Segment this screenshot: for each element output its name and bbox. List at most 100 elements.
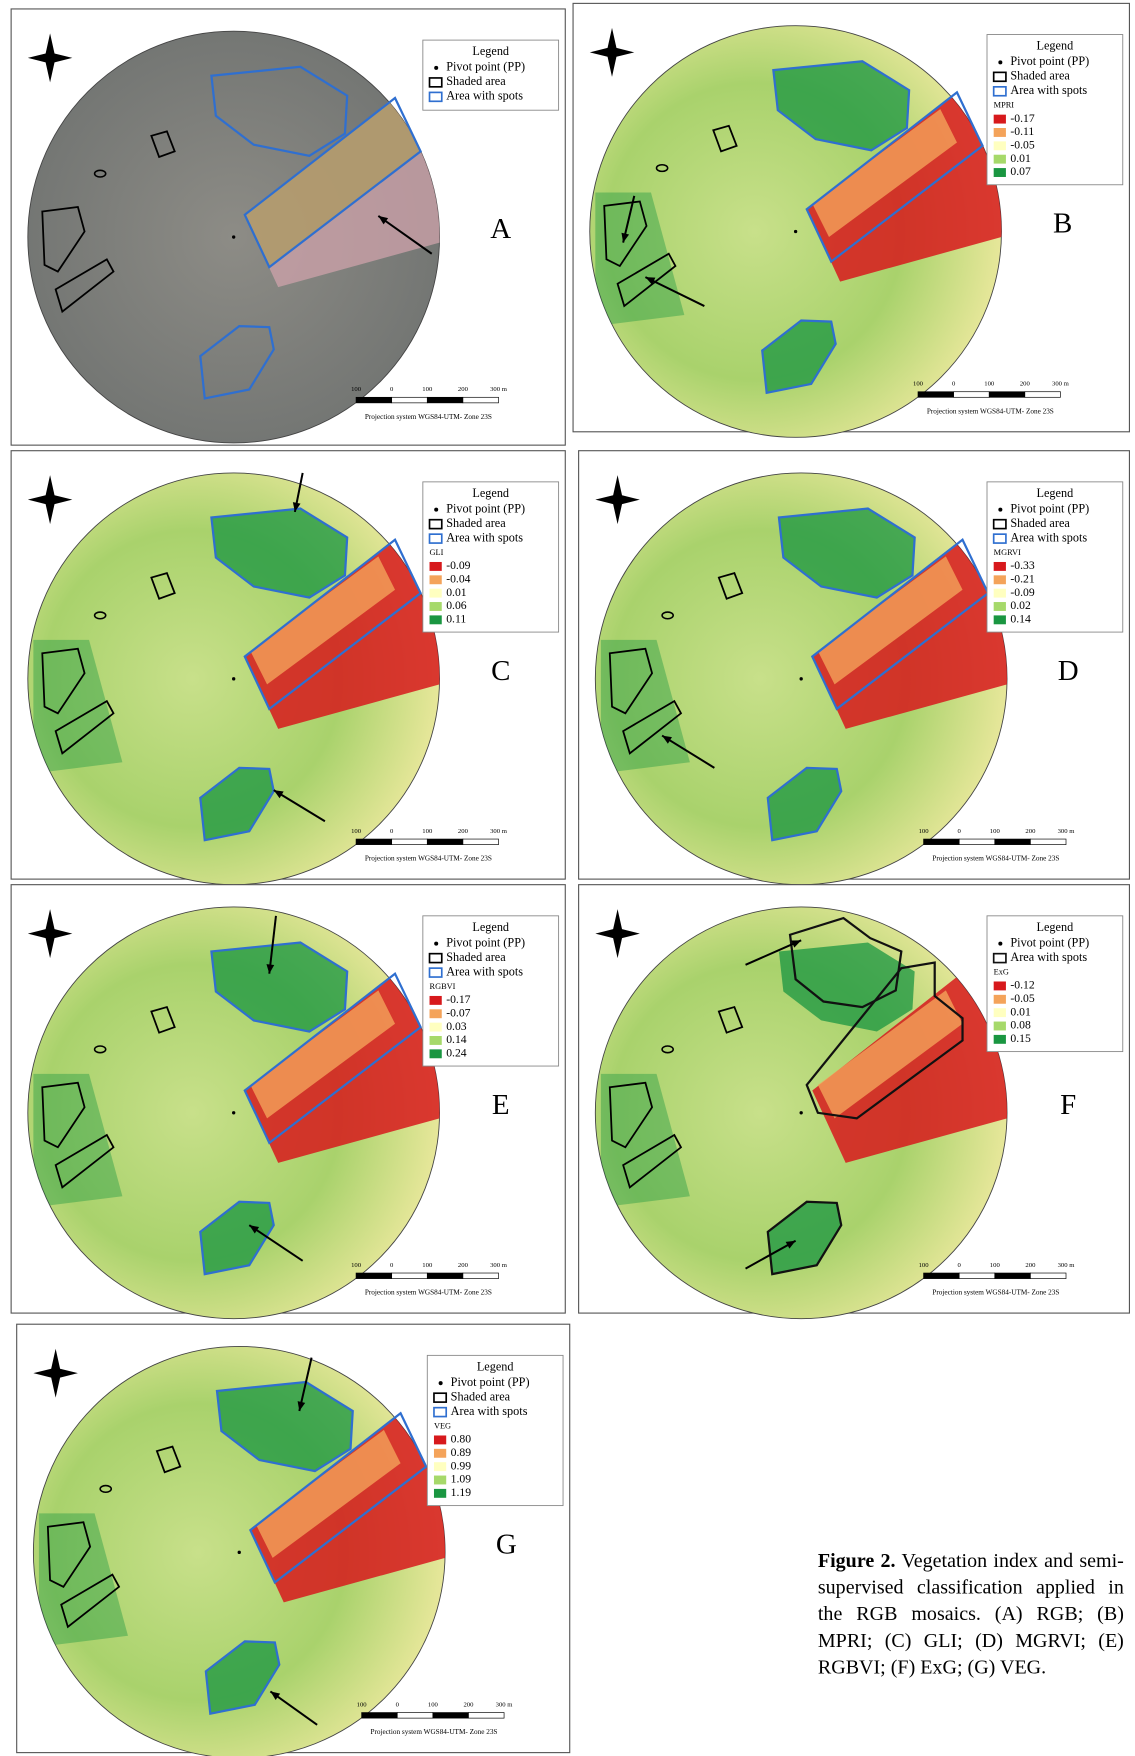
- class-swatch: [430, 1023, 442, 1032]
- scale-bar-segment: [989, 392, 1025, 398]
- scale-label: 100: [990, 828, 1001, 835]
- legend-item: Pivot point (PP): [1010, 54, 1089, 68]
- scale-bar-segment: [392, 397, 428, 403]
- pivot-point: [800, 1111, 803, 1114]
- scale-bar-segment: [959, 839, 995, 845]
- class-label: 0.24: [446, 1047, 467, 1060]
- map-panel: 1000100200300 mProjection system WGS84-U…: [579, 885, 1130, 1319]
- scale-bar-segment: [918, 392, 954, 398]
- class-label: -0.11: [1010, 125, 1034, 138]
- scale-label: 100: [913, 380, 924, 387]
- scale-label: 300 m: [490, 386, 508, 393]
- scale-bar-segment: [1030, 839, 1066, 845]
- projection-label: Projection system WGS84-UTM- Zone 23S: [932, 855, 1059, 863]
- panel-letter: G: [496, 1528, 517, 1560]
- legend-item: Area with spots: [446, 89, 523, 103]
- class-swatch: [994, 168, 1006, 177]
- panel-letter: E: [492, 1089, 510, 1121]
- class-label: 0.14: [1010, 613, 1031, 626]
- scale-bar-segment: [924, 1273, 960, 1279]
- class-label: -0.07: [446, 1006, 470, 1019]
- class-label: 0.15: [1010, 1032, 1031, 1045]
- class-swatch: [430, 996, 442, 1005]
- scale-label: 100: [422, 386, 433, 393]
- scale-label: 300 m: [1058, 828, 1076, 835]
- scale-label: 300 m: [490, 828, 508, 835]
- index-name: MPRI: [994, 101, 1015, 110]
- legend-title: Legend: [472, 920, 509, 934]
- class-label: 0.02: [1010, 599, 1031, 612]
- class-swatch: [434, 1489, 446, 1498]
- projection-label: Projection system WGS84-UTM- Zone 23S: [365, 413, 492, 421]
- scale-label: 200: [463, 1701, 474, 1708]
- class-swatch: [994, 615, 1006, 624]
- class-swatch: [434, 1462, 446, 1471]
- scale-bar-segment: [427, 839, 463, 845]
- legend-item: Area with spots: [1010, 530, 1087, 544]
- class-swatch: [430, 1036, 442, 1045]
- scale-label: 100: [357, 1701, 368, 1708]
- scale-label: 100: [351, 1262, 362, 1269]
- class-label: 0.14: [446, 1033, 467, 1046]
- projection-label: Projection system WGS84-UTM- Zone 23S: [932, 1289, 1059, 1297]
- class-swatch: [994, 1022, 1006, 1031]
- index-name: MGRVI: [994, 548, 1021, 557]
- projection-label: Projection system WGS84-UTM- Zone 23S: [370, 1728, 497, 1736]
- class-label: 0.11: [446, 613, 466, 626]
- panel-letter: F: [1060, 1089, 1076, 1121]
- class-swatch: [430, 615, 442, 624]
- scale-bar-segment: [433, 1713, 469, 1719]
- panel-letter: A: [490, 213, 511, 245]
- class-swatch: [994, 1008, 1006, 1017]
- caption-box: Figure 2. Vegetation index and semi-supe…: [818, 1547, 1124, 1756]
- legend-item: Shaded area: [1010, 516, 1070, 530]
- class-swatch: [430, 575, 442, 584]
- scale-bar-segment: [463, 1273, 499, 1279]
- projection-label: Projection system WGS84-UTM- Zone 23S: [365, 1289, 492, 1297]
- map-panel: 1000100200300 mProjection system WGS84-U…: [579, 451, 1130, 885]
- class-swatch: [994, 128, 1006, 137]
- legend-item: Pivot point (PP): [446, 60, 525, 74]
- class-label: -0.04: [446, 572, 470, 585]
- class-swatch: [994, 589, 1006, 598]
- caption-label: Figure 2.: [818, 1549, 896, 1571]
- class-label: -0.12: [1010, 979, 1034, 992]
- scale-label: 100: [351, 828, 362, 835]
- class-swatch: [434, 1449, 446, 1458]
- legend-symbol: [439, 1381, 443, 1385]
- legend-item: Area with spots: [446, 964, 523, 978]
- scale-label: 100: [984, 380, 995, 387]
- figure: Figure 2. Vegetation index and semi-supe…: [0, 0, 1135, 1756]
- pivot-point: [232, 235, 235, 238]
- scale-bar-segment: [356, 1273, 392, 1279]
- map-panel: 1000100200300 mProjection system WGS84-U…: [11, 885, 565, 1319]
- index-name: GLI: [430, 548, 444, 557]
- scale-bar-segment: [463, 397, 499, 403]
- class-label: 0.01: [1010, 1005, 1031, 1018]
- legend-item: Shaded area: [446, 74, 506, 88]
- class-label: 0.06: [446, 599, 467, 612]
- legend-item: Shaded area: [1010, 69, 1070, 83]
- scale-label: 200: [1025, 1262, 1036, 1269]
- class-swatch: [434, 1435, 446, 1444]
- scale-bar-segment: [356, 839, 392, 845]
- class-swatch: [994, 155, 1006, 164]
- scale-label: 100: [351, 386, 362, 393]
- class-swatch: [994, 575, 1006, 584]
- class-swatch: [434, 1476, 446, 1485]
- scale-bar-segment: [463, 839, 499, 845]
- pivot-point: [232, 1111, 235, 1114]
- projection-label: Projection system WGS84-UTM- Zone 23S: [927, 407, 1054, 415]
- class-swatch: [994, 602, 1006, 611]
- scale-bar-segment: [995, 839, 1031, 845]
- legend-title: Legend: [1037, 920, 1074, 934]
- class-swatch: [994, 1035, 1006, 1044]
- projection-label: Projection system WGS84-UTM- Zone 23S: [365, 855, 492, 863]
- scale-label: 200: [458, 386, 469, 393]
- class-swatch: [994, 995, 1006, 1004]
- legend-item: Area with spots: [451, 1404, 528, 1418]
- scale-bar-segment: [959, 1273, 995, 1279]
- scale-label: 100: [990, 1262, 1001, 1269]
- scale-bar-segment: [362, 1713, 398, 1719]
